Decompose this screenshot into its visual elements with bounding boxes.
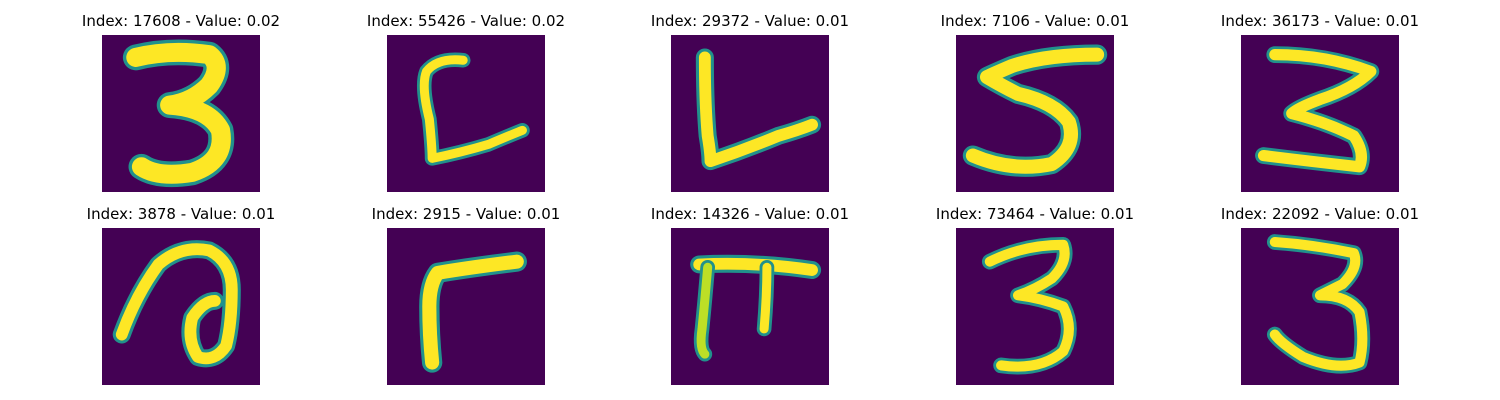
digit-image — [102, 35, 260, 192]
digit-image — [956, 35, 1114, 192]
digit-image — [102, 228, 260, 385]
digit-image — [387, 35, 545, 192]
panel-title: Index: 7106 - Value: 0.01 — [940, 12, 1130, 30]
panel-title: Index: 36173 - Value: 0.01 — [1220, 12, 1420, 30]
panel-title: Index: 22092 - Value: 0.01 — [1220, 205, 1420, 223]
digit-image — [671, 35, 829, 192]
panel-title: Index: 3878 - Value: 0.01 — [86, 205, 276, 223]
panel-title: Index: 73464 - Value: 0.01 — [935, 205, 1135, 223]
panel-title: Index: 29372 - Value: 0.01 — [650, 12, 850, 30]
panel-title: Index: 2915 - Value: 0.01 — [371, 205, 561, 223]
digit-image — [671, 228, 829, 385]
digit-image — [1241, 35, 1399, 192]
panel-title: Index: 17608 - Value: 0.02 — [81, 12, 281, 30]
digit-image — [1241, 228, 1399, 385]
panel-title: Index: 14326 - Value: 0.01 — [650, 205, 850, 223]
panel-title: Index: 55426 - Value: 0.02 — [366, 12, 566, 30]
digit-image — [956, 228, 1114, 385]
digit-image — [387, 228, 545, 385]
